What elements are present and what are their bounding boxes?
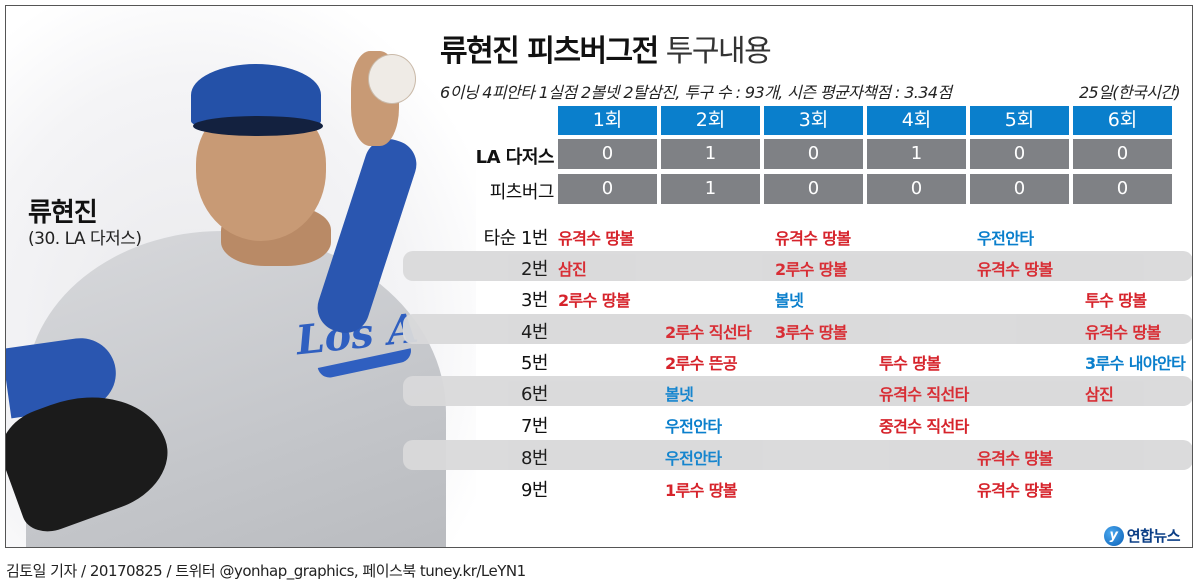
batting-slot-label: 7번 xyxy=(520,416,549,437)
player-subtitle: (30. LA 다저스) xyxy=(28,229,142,249)
play-result: 3루수 내야안타 xyxy=(1085,354,1186,373)
play-result: 우전안타 xyxy=(665,449,722,468)
score-cell: 0 xyxy=(764,174,863,204)
inning-header: 4회 xyxy=(867,106,966,135)
batting-row-4: 4번 2루수 직선타 3루수 땅볼 유격수 땅볼 xyxy=(403,314,1192,344)
inning-header-row: 1회 2회 3회 4회 5회 6회 xyxy=(558,106,1172,135)
batting-slot-label: 5번 xyxy=(520,353,549,374)
batting-row-5: 5번 2루수 뜬공 투수 땅볼 3루수 내야안타 xyxy=(403,345,1192,375)
page-title: 류현진 피츠버그전 투구내용 xyxy=(440,26,772,70)
play-result: 삼진 xyxy=(1085,385,1114,404)
play-result: 2루수 직선타 xyxy=(665,323,752,342)
score-cell: 0 xyxy=(558,139,657,169)
inning-header: 1회 xyxy=(558,106,657,135)
yonhap-globe-icon: y xyxy=(1103,525,1124,546)
title-light: 투구내용 xyxy=(665,34,772,69)
play-result: 유격수 직선타 xyxy=(879,385,969,404)
brand-name: 연합뉴스 xyxy=(1126,527,1181,545)
score-cell: 1 xyxy=(661,139,760,169)
score-cell: 1 xyxy=(661,174,760,204)
player-name: 류현진 xyxy=(28,198,98,228)
batting-slot-label: 타순 1번 xyxy=(483,228,549,249)
play-result: 유격수 땅볼 xyxy=(1085,323,1161,342)
inning-header: 6회 xyxy=(1073,106,1172,135)
cap-brim-shape xyxy=(193,116,323,136)
inning-header: 5회 xyxy=(970,106,1069,135)
infographic-frame: Los A 류현진 (30. LA 다저스) 류현진 피츠버그전 투구내용 6이… xyxy=(5,5,1193,548)
play-result: 중견수 직선타 xyxy=(879,417,969,436)
play-result: 투수 땅볼 xyxy=(1085,291,1147,310)
game-date: 25일(한국시간) xyxy=(1078,83,1181,102)
play-result: 우전안타 xyxy=(665,417,722,436)
score-row-dodgers: 0 1 0 1 0 0 xyxy=(558,139,1172,169)
inning-header: 2회 xyxy=(661,106,760,135)
play-result: 볼넷 xyxy=(775,291,804,310)
play-result: 3루수 땅볼 xyxy=(775,323,848,342)
play-result: 투수 땅볼 xyxy=(879,354,941,373)
play-result: 유격수 땅볼 xyxy=(977,260,1053,279)
batting-slot-label: 3번 xyxy=(520,290,549,311)
cap-shape xyxy=(191,64,321,126)
score-row-pittsburgh: 0 1 0 0 0 0 xyxy=(558,174,1172,204)
score-cell: 0 xyxy=(867,174,966,204)
batting-row-9: 9번 1루수 땅볼 유격수 땅볼 xyxy=(403,472,1192,502)
title-bold: 류현진 피츠버그전 xyxy=(440,34,659,69)
player-photo: Los A xyxy=(6,6,476,547)
play-result: 삼진 xyxy=(558,260,587,279)
batting-slot-label: 2번 xyxy=(520,259,549,280)
batting-row-2: 2번 삼진 2루수 땅볼 유격수 땅볼 xyxy=(403,251,1192,281)
batting-slot-label: 4번 xyxy=(520,322,549,343)
play-result: 2루수 땅볼 xyxy=(775,260,848,279)
inning-header: 3회 xyxy=(764,106,863,135)
credit-line: 김토일 기자 / 20170825 / 트위터 @yonhap_graphics… xyxy=(6,562,526,580)
batting-row-6: 6번 볼넷 유격수 직선타 삼진 xyxy=(403,376,1192,406)
score-cell: 0 xyxy=(764,139,863,169)
yonhap-logo: y 연합뉴스 xyxy=(1103,525,1181,546)
batting-row-8: 8번 우전안타 유격수 땅볼 xyxy=(403,440,1192,470)
batting-slot-label: 6번 xyxy=(520,384,549,405)
batting-row-1: 타순 1번 유격수 땅볼 유격수 땅볼 우전안타 xyxy=(403,220,1192,250)
play-result: 2루수 땅볼 xyxy=(558,291,631,310)
team-label-dodgers: LA 다저스 xyxy=(475,147,555,168)
play-result: 2루수 뜬공 xyxy=(665,354,738,373)
play-result: 유격수 땅볼 xyxy=(977,449,1053,468)
team-label-pittsburgh: 피츠버그 xyxy=(489,182,555,203)
score-cell: 0 xyxy=(558,174,657,204)
play-result: 우전안타 xyxy=(977,229,1034,248)
play-result: 유격수 땅볼 xyxy=(558,229,634,248)
score-cell: 0 xyxy=(970,139,1069,169)
batting-slot-label: 8번 xyxy=(520,448,549,469)
play-result: 볼넷 xyxy=(665,385,694,404)
batting-slot-label: 9번 xyxy=(520,480,549,501)
score-cell: 0 xyxy=(1073,174,1172,204)
baseball-icon xyxy=(368,54,416,104)
play-result: 1루수 땅볼 xyxy=(665,481,738,500)
pitching-summary: 6이닝 4피안타 1실점 2볼넷 2탈삼진, 투구 수 : 93개, 시즌 평균… xyxy=(440,83,952,102)
batting-row-3: 3번 2루수 땅볼 볼넷 투수 땅볼 xyxy=(403,282,1192,312)
play-result: 유격수 땅볼 xyxy=(977,481,1053,500)
play-result: 유격수 땅볼 xyxy=(775,229,851,248)
batting-row-7: 7번 우전안타 중견수 직선타 xyxy=(403,408,1192,438)
score-cell: 1 xyxy=(867,139,966,169)
score-cell: 0 xyxy=(970,174,1069,204)
score-cell: 0 xyxy=(1073,139,1172,169)
